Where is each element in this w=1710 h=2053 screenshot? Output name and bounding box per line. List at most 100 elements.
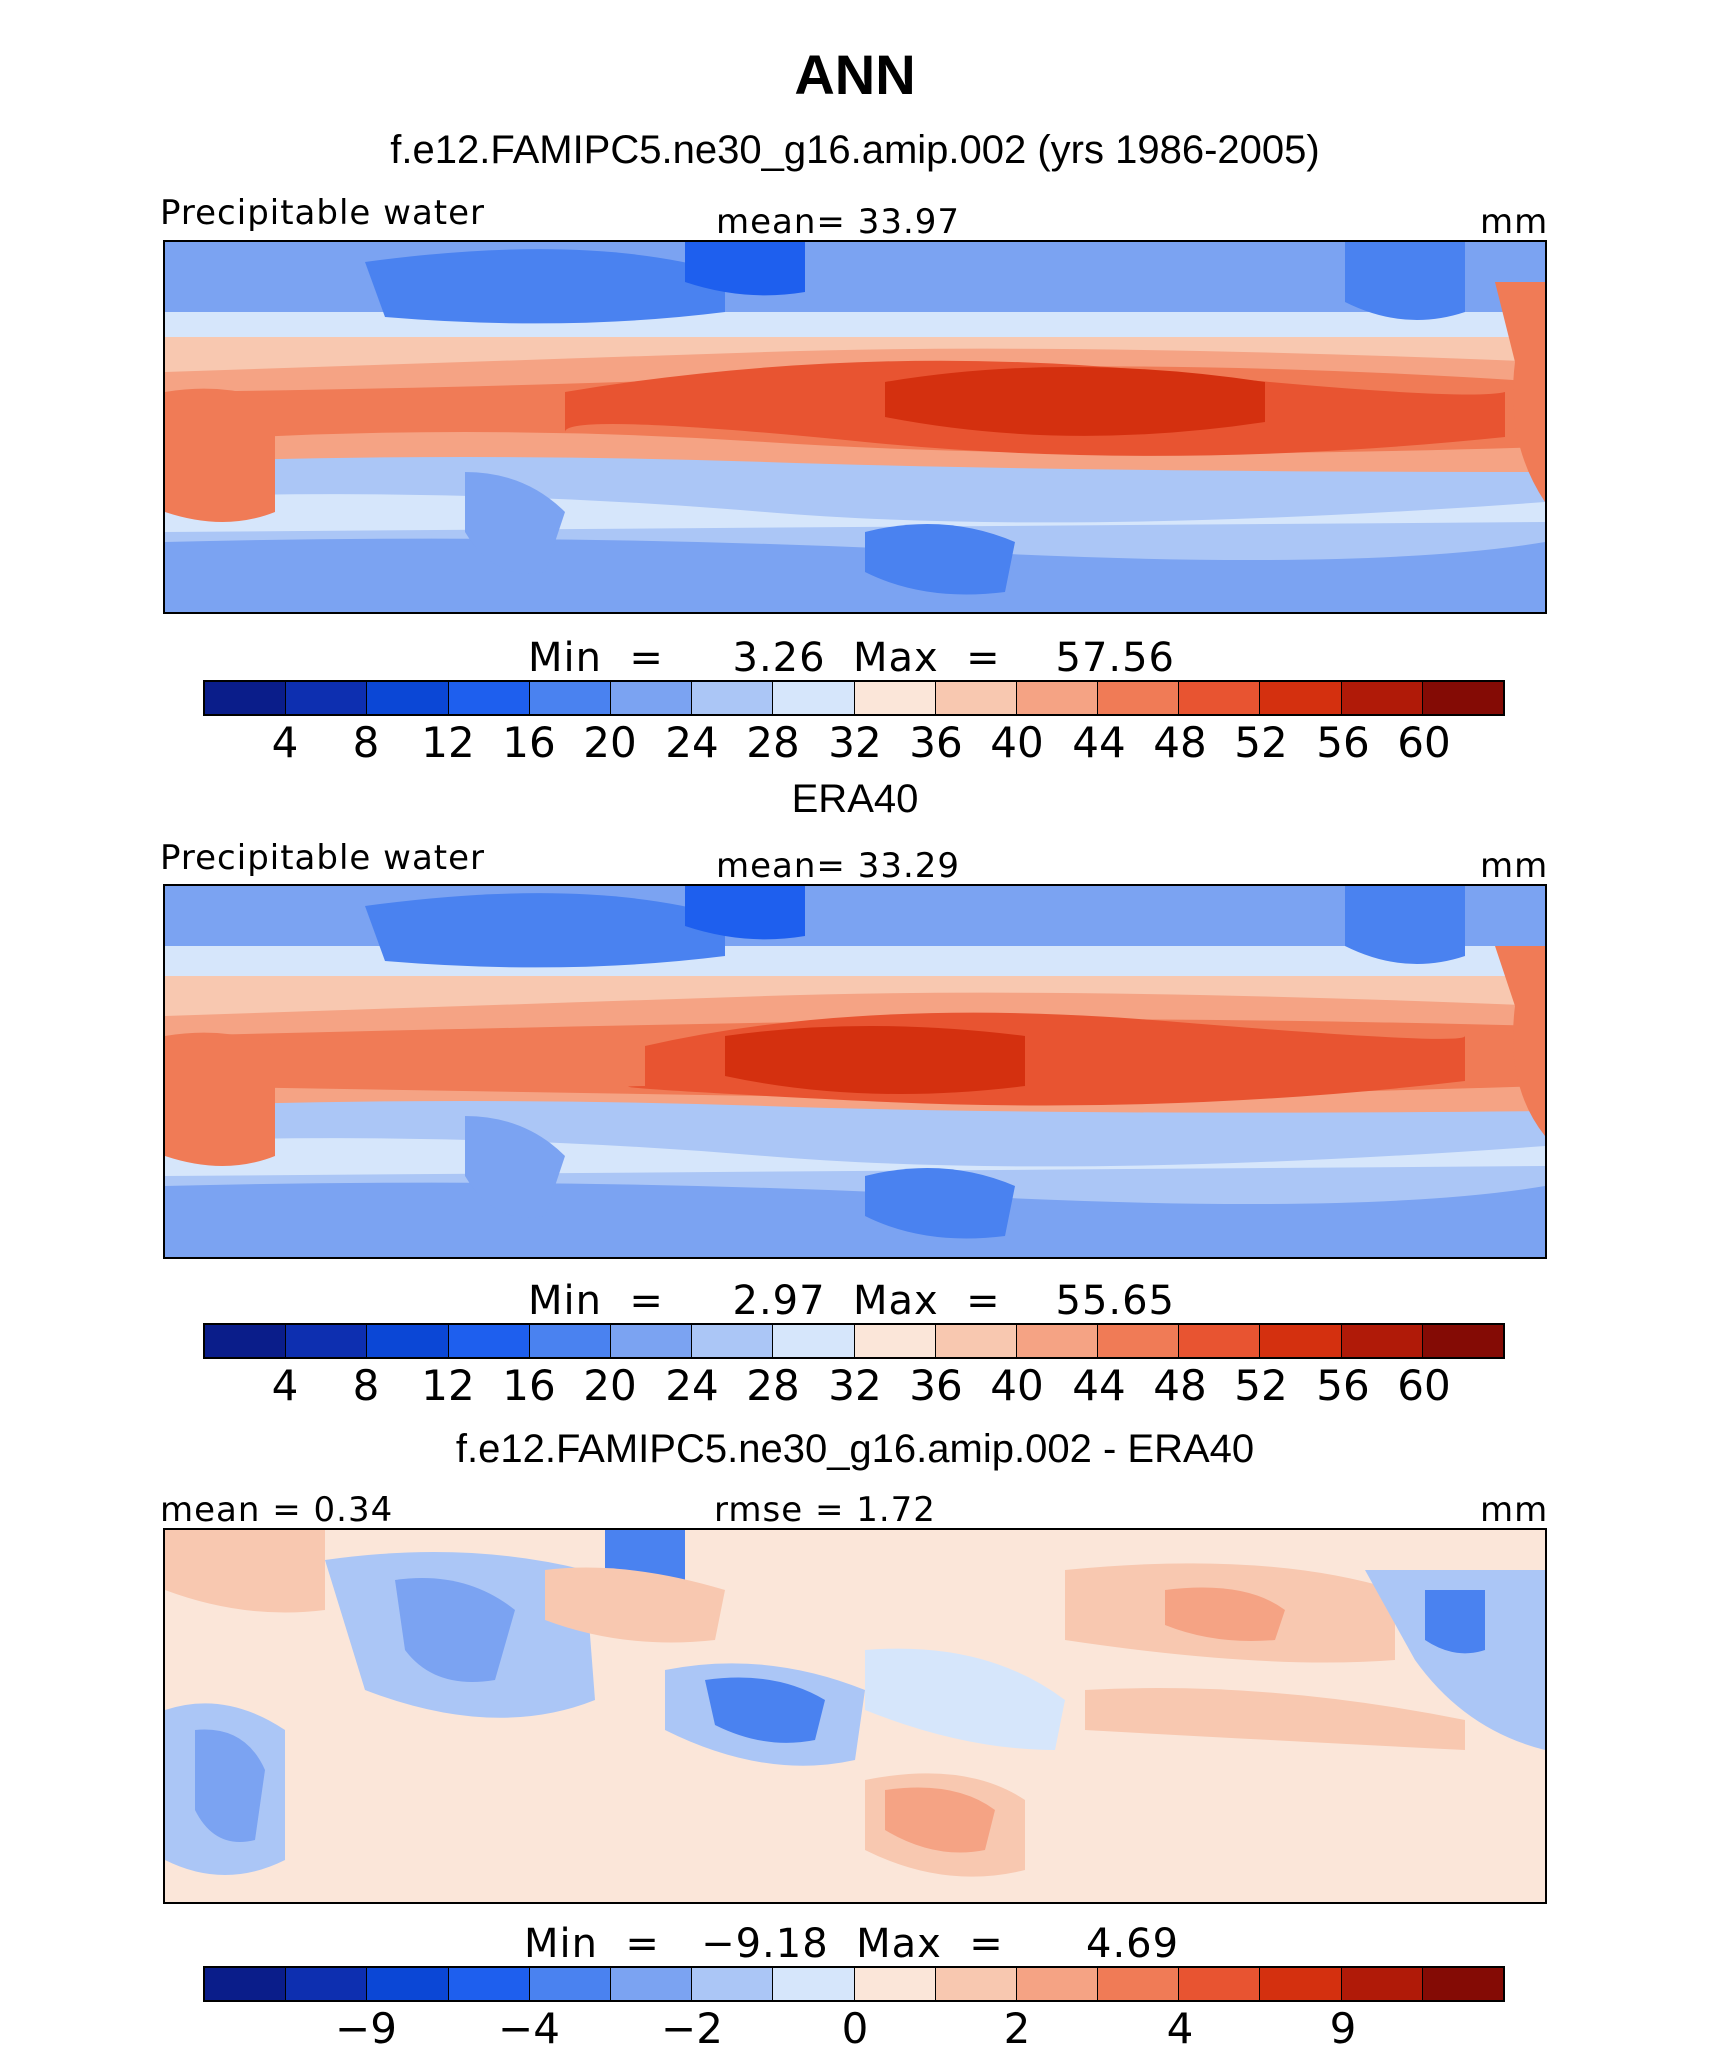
panel2-colorbar-tick: 44	[1072, 1361, 1126, 1410]
panel1-colorbar-tick: 40	[990, 718, 1044, 767]
panel1-colorbar-tick: 48	[1153, 718, 1207, 767]
panel2-colorbar-tick: 16	[502, 1361, 556, 1410]
colorbar-swatch	[692, 1325, 774, 1357]
colorbar-swatch	[205, 1968, 287, 2000]
panel1-colorbar-tick: 4	[271, 718, 299, 767]
panel3-colorbar-tick: 9	[1329, 2004, 1357, 2053]
colorbar-swatch	[1341, 1968, 1423, 2000]
panel3-minmax: Min = −9.18 Max = 4.69	[524, 1921, 1180, 1967]
panel3-mean-label: mean = 0.34	[160, 1490, 394, 1530]
colorbar-swatch	[1422, 1968, 1503, 2000]
panel3-map	[163, 1528, 1547, 1904]
panel3-units-label: mm	[1480, 1490, 1549, 1530]
panel3-contour-field	[165, 1530, 1545, 1902]
panel1-colorbar-tick: 16	[502, 718, 556, 767]
panel1-colorbar-tick: 44	[1072, 718, 1126, 767]
colorbar-swatch	[692, 1968, 774, 2000]
colorbar-swatch	[610, 682, 693, 714]
panel1-colorbar-tick: 56	[1316, 718, 1370, 767]
panel1-colorbar-tick: 36	[909, 718, 963, 767]
panel1-colorbar-tick: 60	[1397, 718, 1451, 767]
panel1-colorbar-tick: 28	[746, 718, 800, 767]
colorbar-swatch	[1016, 1968, 1099, 2000]
panel1-minmax: Min = 3.26 Max = 57.56	[528, 635, 1175, 681]
panel2-contour-field	[165, 886, 1545, 1257]
panel3-colorbar-tick: 4	[1166, 2004, 1194, 2053]
colorbar-swatch	[205, 1325, 287, 1357]
colorbar-swatch	[854, 682, 936, 714]
panel3-colorbar-tick: −4	[498, 2004, 560, 2053]
colorbar-swatch	[773, 682, 855, 714]
colorbar-swatch	[1260, 1968, 1342, 2000]
colorbar-swatch	[448, 1968, 530, 2000]
panel2-colorbar-tick: 60	[1397, 1361, 1451, 1410]
panel3-colorbar-tick: 2	[1003, 2004, 1031, 2053]
colorbar-swatch	[1260, 682, 1342, 714]
colorbar-swatch	[1260, 1325, 1342, 1357]
colorbar-swatch	[1422, 682, 1503, 714]
panel2-colorbar-tick: 4	[271, 1361, 299, 1410]
panel1-colorbar-tick: 24	[665, 718, 719, 767]
panel2-map	[163, 884, 1547, 1259]
colorbar-swatch	[529, 1968, 611, 2000]
colorbar-swatch	[529, 1325, 611, 1357]
colorbar-swatch	[286, 1325, 368, 1357]
colorbar-swatch	[610, 1968, 693, 2000]
panel1-colorbar	[203, 680, 1505, 716]
colorbar-swatch	[529, 682, 611, 714]
colorbar-swatch	[448, 682, 530, 714]
colorbar-swatch	[367, 1968, 449, 2000]
panel2-colorbar-tick: 12	[421, 1361, 475, 1410]
panel3-colorbar-tick: 0	[841, 2004, 869, 2053]
panel1-colorbar-tick: 12	[421, 718, 475, 767]
panel3-colorbar-tick: −9	[335, 2004, 397, 2053]
panel1-map	[163, 240, 1547, 614]
colorbar-swatch	[854, 1325, 936, 1357]
colorbar-swatch	[1341, 1325, 1423, 1357]
colorbar-swatch	[286, 682, 368, 714]
colorbar-swatch	[367, 1325, 449, 1357]
panel3-subtitle: f.e12.FAMIPC5.ne30_g16.amip.002 - ERA40	[455, 1427, 1255, 1471]
colorbar-swatch	[1422, 1325, 1503, 1357]
colorbar-swatch	[1179, 1325, 1261, 1357]
colorbar-swatch	[1341, 682, 1423, 714]
panel1-variable-label: Precipitable water	[160, 193, 486, 233]
panel2-colorbar-tick: 56	[1316, 1361, 1370, 1410]
colorbar-swatch	[1098, 682, 1180, 714]
panel3-colorbar-tick: −2	[661, 2004, 723, 2053]
colorbar-swatch	[935, 1968, 1017, 2000]
panel2-colorbar-tick: 40	[990, 1361, 1044, 1410]
panel1-units-label: mm	[1480, 202, 1549, 242]
panel2-colorbar-tick: 8	[352, 1361, 380, 1410]
colorbar-swatch	[205, 682, 287, 714]
colorbar-swatch	[773, 1968, 855, 2000]
panel2-colorbar-tick: 28	[746, 1361, 800, 1410]
panel2-colorbar-tick: 36	[909, 1361, 963, 1410]
colorbar-swatch	[1179, 682, 1261, 714]
colorbar-swatch	[1098, 1968, 1180, 2000]
colorbar-swatch	[935, 682, 1017, 714]
colorbar-swatch	[773, 1325, 855, 1357]
panel2-colorbar	[203, 1323, 1505, 1359]
panel2-minmax: Min = 2.97 Max = 55.65	[528, 1278, 1175, 1324]
panel1-subtitle: f.e12.FAMIPC5.ne30_g16.amip.002 (yrs 198…	[390, 128, 1320, 172]
panel3-rmse-label: rmse = 1.72	[714, 1490, 936, 1530]
panel2-colorbar-tick: 32	[828, 1361, 882, 1410]
colorbar-swatch	[854, 1968, 936, 2000]
colorbar-swatch	[1098, 1325, 1180, 1357]
panel2-colorbar-tick: 52	[1234, 1361, 1288, 1410]
panel2-variable-label: Precipitable water	[160, 838, 486, 878]
colorbar-swatch	[286, 1968, 368, 2000]
colorbar-swatch	[1016, 682, 1099, 714]
colorbar-swatch	[367, 682, 449, 714]
panel2-colorbar-tick: 24	[665, 1361, 719, 1410]
panel2-colorbar-tick: 48	[1153, 1361, 1207, 1410]
panel3-colorbar	[203, 1966, 1505, 2002]
panel1-contour-field	[165, 242, 1545, 612]
colorbar-swatch	[1179, 1968, 1261, 2000]
panel1-colorbar-tick: 32	[828, 718, 882, 767]
panel2-units-label: mm	[1480, 846, 1549, 886]
panel2-mean-label: mean= 33.29	[716, 846, 961, 886]
panel2-colorbar-tick: 20	[583, 1361, 637, 1410]
colorbar-swatch	[1016, 1325, 1099, 1357]
